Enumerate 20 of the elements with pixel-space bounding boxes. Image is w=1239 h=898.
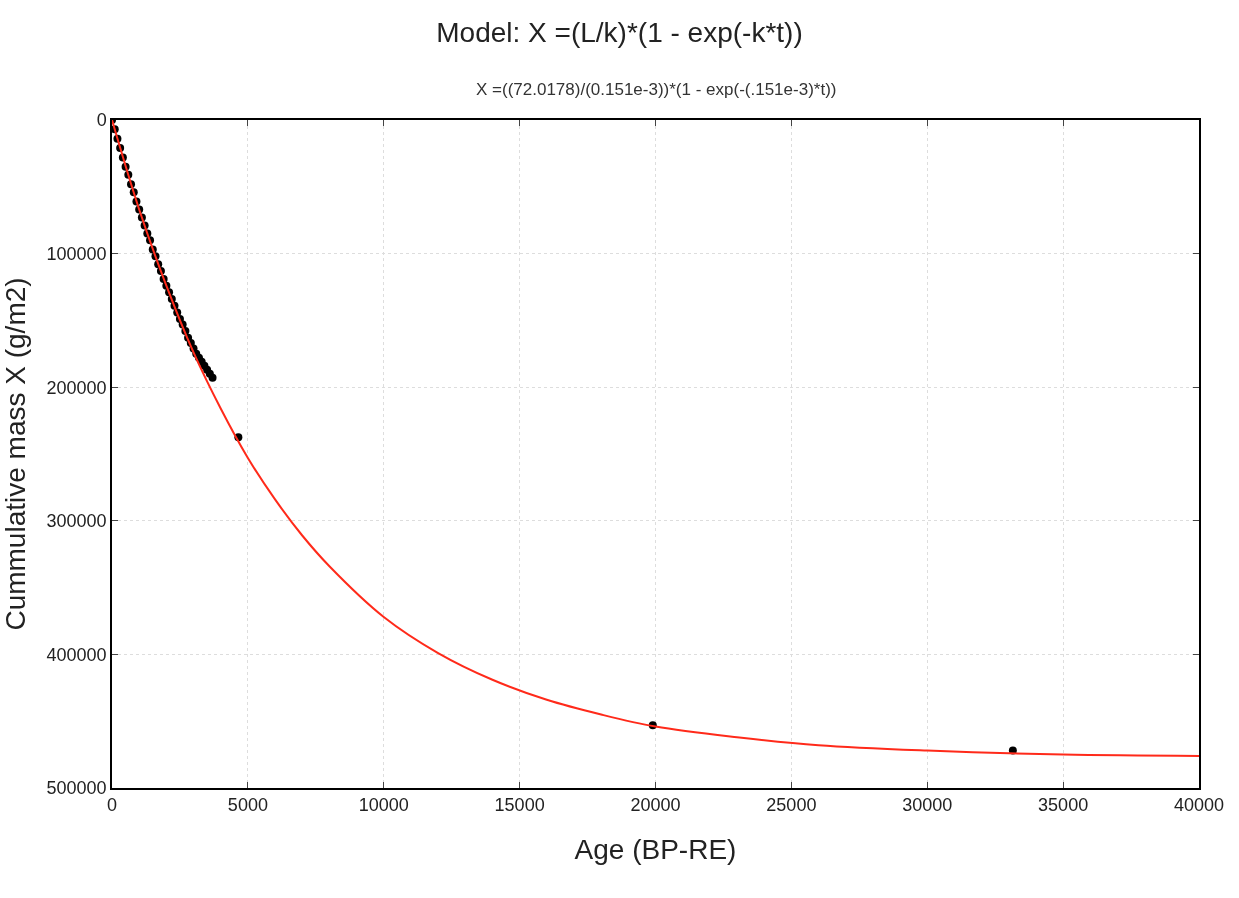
x-tick-label: 40000: [1173, 795, 1225, 816]
x-axis-title: Age (BP-RE): [574, 833, 737, 865]
y-tick-label: 100000: [46, 243, 107, 264]
x-tick-label: 30000: [902, 795, 953, 816]
x-tick-label: 15000: [494, 795, 545, 816]
chart-subtitle: X =((72.0178)/(0.151e-3))*(1 - exp(-(.151e-3)*t)): [476, 80, 837, 99]
y-tick-label: 500000: [46, 778, 107, 799]
chart-title: Model: X =(L/k)*(1 - exp(-k*t)): [436, 17, 803, 49]
y-tick-label: 200000: [46, 377, 107, 398]
line-series: [112, 120, 1199, 757]
x-tick-label: 10000: [358, 795, 409, 816]
x-tick-label: 5000: [227, 795, 268, 816]
y-tick-label: 0: [96, 110, 107, 131]
y-axis-title: Cummulative mass X (g/m2): [0, 277, 31, 631]
x-tick-label: 25000: [766, 795, 817, 816]
y-tick-label: 300000: [46, 511, 107, 532]
point: [208, 373, 217, 382]
x-tick-label: 35000: [1038, 795, 1089, 816]
x-tick-label: 20000: [630, 795, 681, 816]
y-tick-label: 400000: [46, 644, 107, 665]
